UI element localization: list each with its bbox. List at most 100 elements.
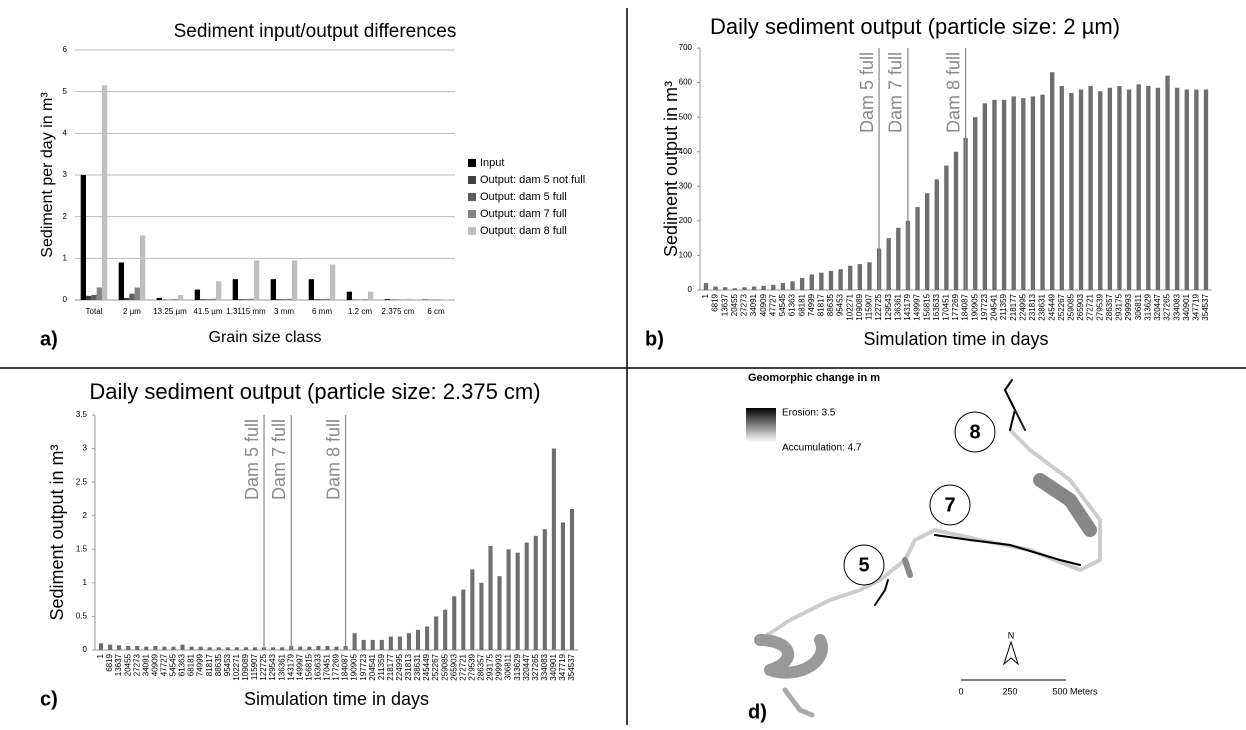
panel-label: a) [40,328,58,350]
y-axis-label: Sediment per day in m³ [39,92,56,258]
x-tick-label: 115907 [250,653,259,680]
bar [153,646,157,650]
x-tick-label: 61363 [178,653,187,676]
panel-label: b) [645,328,664,350]
x-tick-label: 252267 [1057,293,1066,320]
y-tick-label: 1.5 [76,544,88,553]
bar [249,299,254,300]
bar [552,449,556,650]
x-tick-label: 40909 [759,293,768,316]
bar [1002,100,1006,290]
y-tick-label: 3.5 [76,410,88,419]
x-tick-label: 163633 [932,293,941,320]
x-tick-label: 218177 [1009,293,1018,320]
x-tick-label: 204541 [368,653,377,680]
x-tick-label: 259085 [440,653,449,680]
y-tick-label: 3 [63,170,68,179]
x-tick-label: 47727 [768,293,777,316]
x-tick-label: 265903 [1076,293,1085,320]
bar [271,279,276,300]
bar [452,596,456,650]
bar [208,647,212,650]
bar [887,238,891,290]
scale-label: 250 [1002,686,1017,696]
bar [309,279,314,300]
bar [195,290,200,300]
x-tick-label: 20455 [123,653,132,676]
bar [407,633,411,650]
bar [199,647,203,650]
y-tick-label: 200 [679,216,693,225]
x-tick-label: 102271 [845,293,854,320]
bar [325,299,330,300]
x-tick-label: 327265 [1163,293,1172,320]
x-axis-label: Grain size class [209,329,322,346]
legend-label: Output: dam 7 full [480,208,567,220]
bar [126,646,130,650]
x-tick-label: 129543 [268,653,277,680]
bar [307,647,311,650]
x-tick-label: 74999 [807,293,816,316]
bar [1185,89,1189,290]
bar [723,287,727,290]
bar [129,294,134,300]
bar [1098,91,1102,290]
bar [800,278,804,290]
x-tick-label: 34091 [141,653,150,676]
annotation-label: Dam 8 full [323,419,343,500]
bar [211,299,216,300]
x-tick-label: 197723 [359,653,368,680]
x-tick-label: 279539 [1095,293,1104,320]
bar [954,152,958,290]
x-tick-label: 190905 [350,653,359,680]
bar [561,522,565,650]
bar [925,193,929,290]
y-axis-label: Sediment output in m³ [661,81,681,257]
x-tick-label: 272721 [458,653,467,680]
bar [316,646,320,650]
north-label: N [1008,630,1015,640]
bar [704,283,708,290]
x-tick-label: 6819 [105,653,114,671]
legend-label: Input [480,157,504,169]
x-tick-label: 6819 [711,293,720,311]
bar [1137,84,1141,290]
x-tick-label: 299993 [495,653,504,680]
x-tick-label: 88635 [214,653,223,676]
bar [1012,96,1016,290]
bar [1156,88,1160,290]
x-tick-label: 109089 [855,293,864,320]
x-tick-label: 2.375 cm [382,307,415,316]
bar [171,647,175,650]
x-tick-label: 170451 [941,293,950,320]
x-tick-label: 102271 [232,653,241,680]
annotation-label: Dam 5 full [242,419,262,500]
annotation-label: Dam 7 full [886,52,906,133]
bar [117,645,121,650]
x-tick-label: 184087 [961,293,970,320]
x-axis-label: Simulation time in days [863,329,1048,349]
chart-title: Sediment input/output differences [174,21,457,42]
bar [173,299,178,300]
x-tick-label: 74999 [196,653,205,676]
bar [124,298,129,300]
bar [762,286,766,290]
bar [281,299,286,300]
x-tick-label: 13637 [114,653,123,676]
bar [915,207,919,290]
x-tick-label: 306811 [504,653,513,680]
bar [713,287,717,290]
x-tick-label: 190905 [970,293,979,320]
y-tick-label: 2 [83,511,88,520]
x-tick-label: 68181 [797,293,806,316]
chart-title: Daily sediment output (particle size: 2.… [89,379,540,404]
x-tick-label: 20455 [730,293,739,316]
bar [944,166,948,290]
x-tick-label: 320447 [1153,293,1162,320]
bar [443,610,447,650]
bar [416,630,420,650]
bar [858,264,862,290]
x-tick-label: 313629 [1143,293,1152,320]
bar [425,627,429,651]
